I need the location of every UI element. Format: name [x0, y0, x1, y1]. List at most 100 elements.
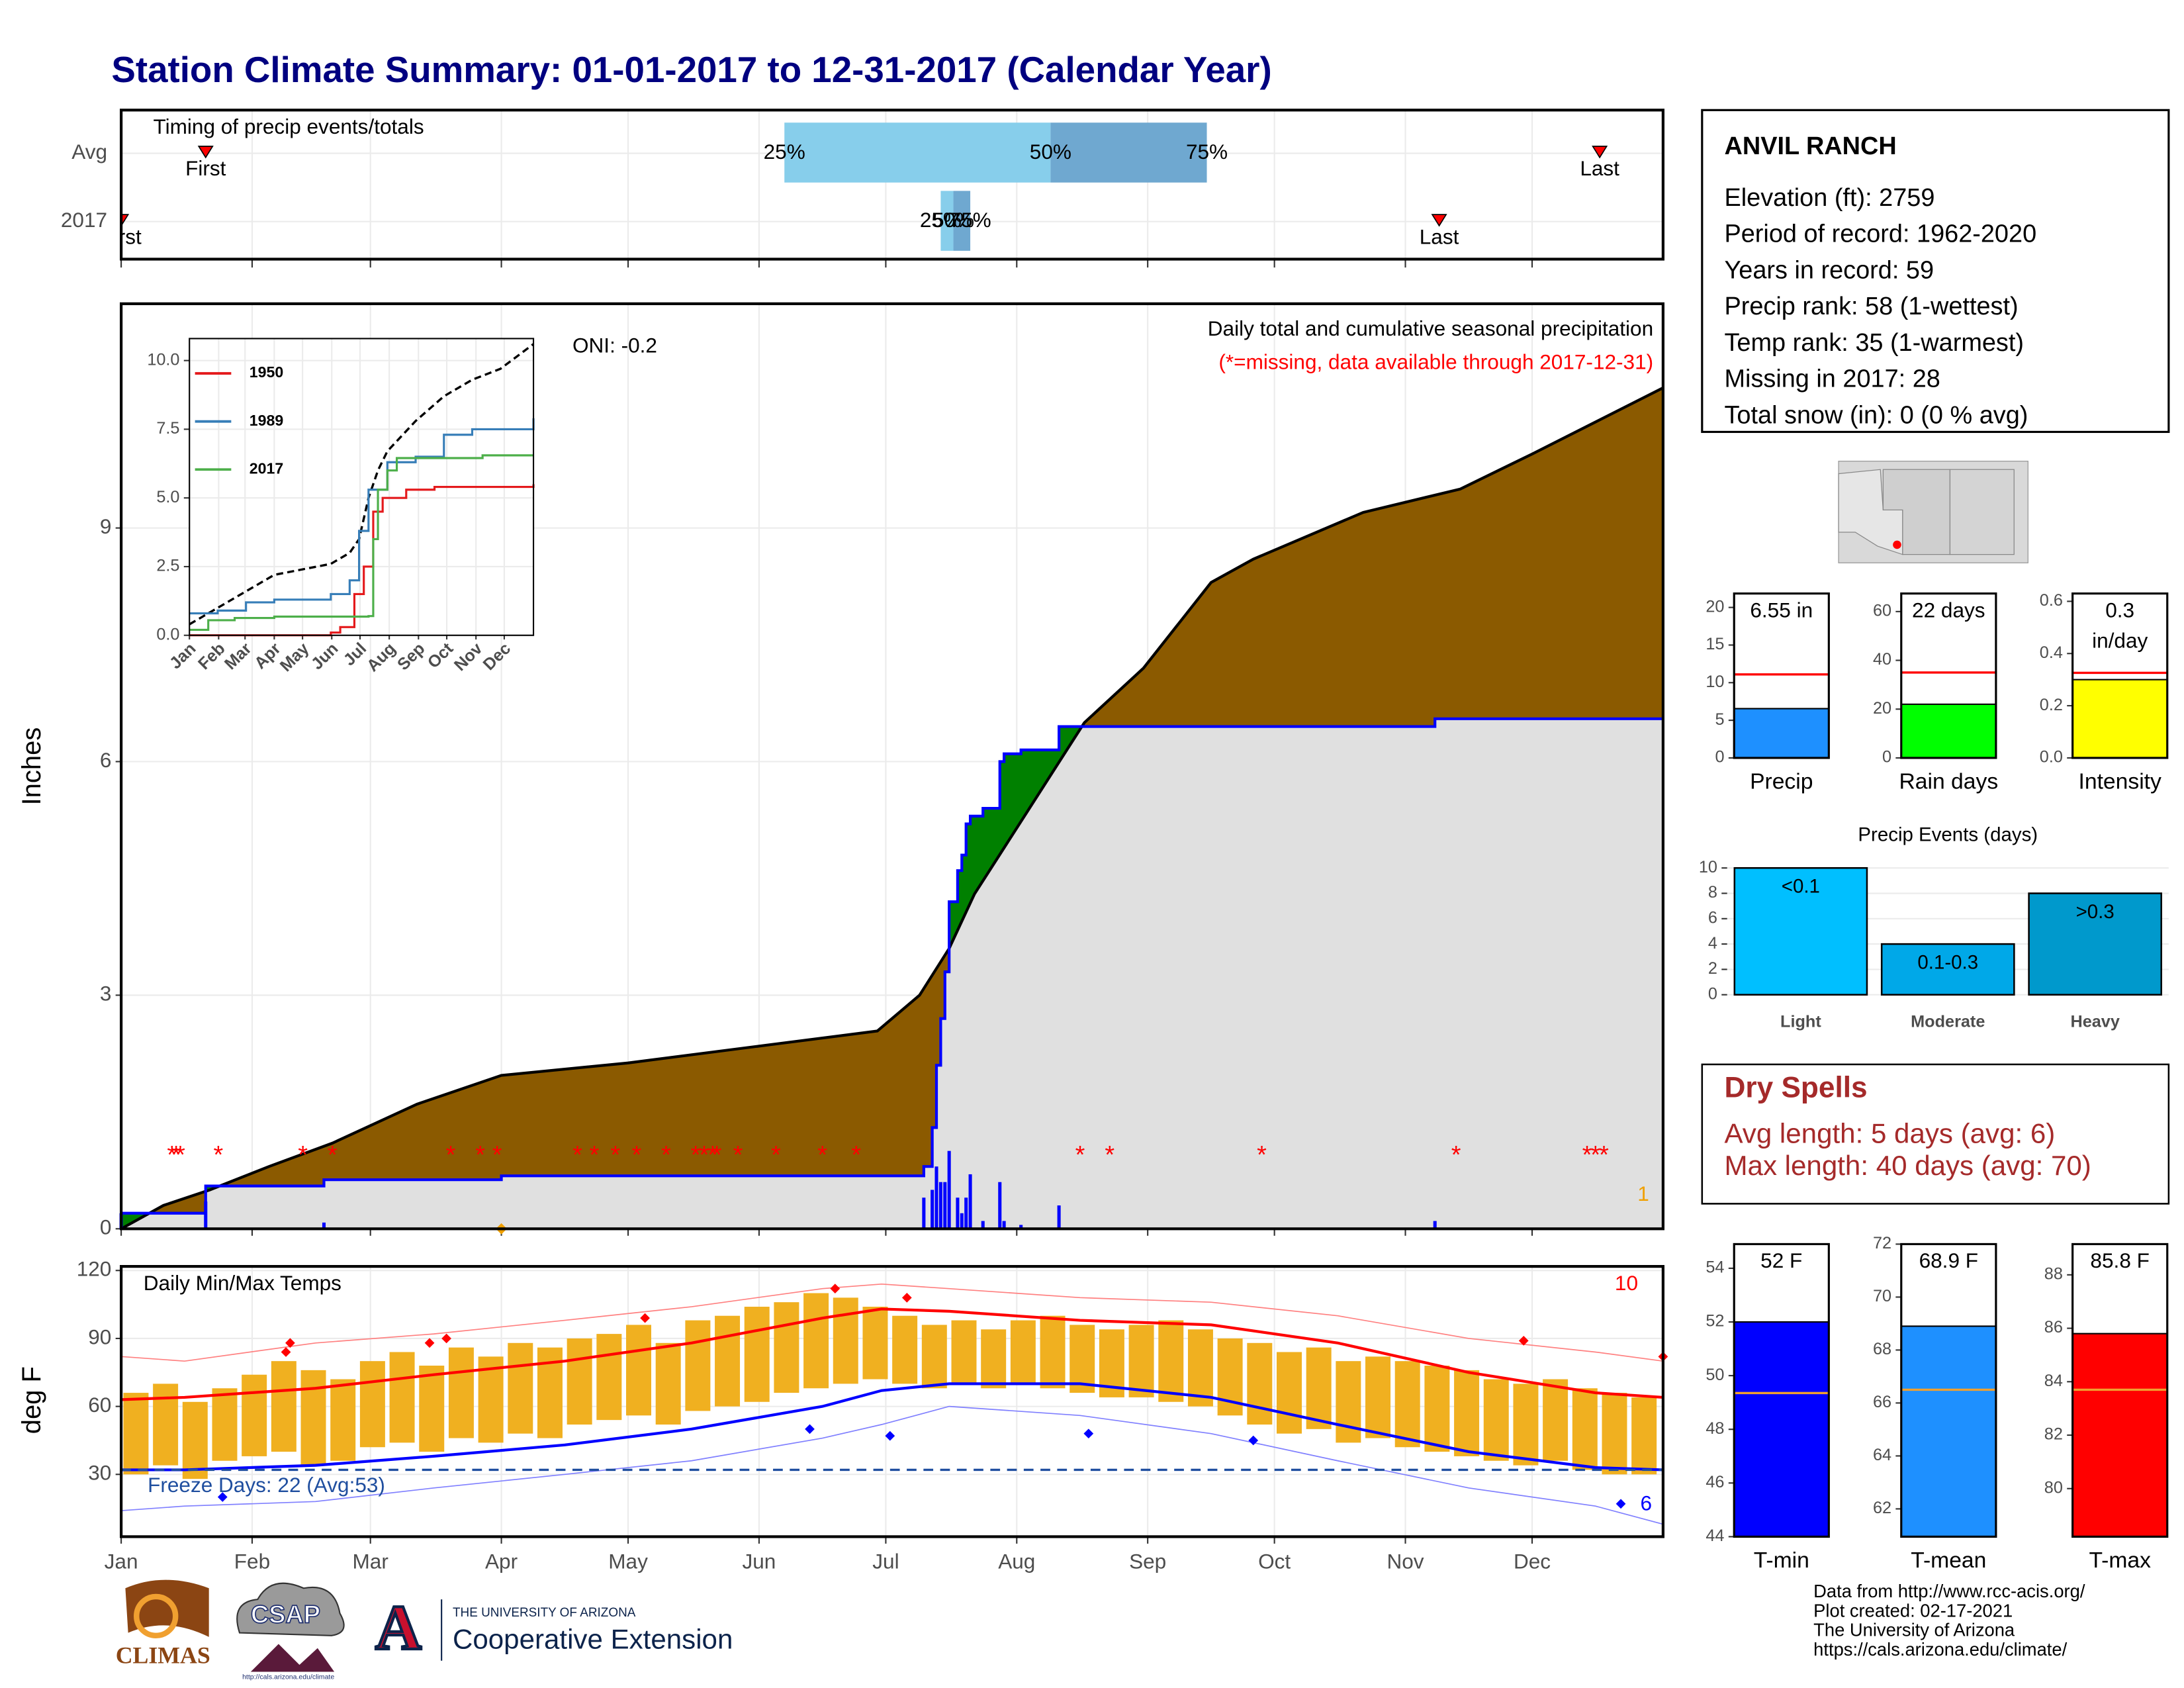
missing-marker: * — [492, 1141, 502, 1169]
y-tick-label: 3 — [100, 982, 112, 1006]
csap-url: http://cals.arizona.edu/climate — [242, 1673, 334, 1681]
quantile-label: 25% — [920, 208, 962, 232]
cumulative-line — [121, 717, 1663, 1215]
daily-bar — [1019, 1225, 1023, 1229]
y-tick-label: 10.0 — [147, 350, 179, 369]
daily-bar — [1002, 1221, 1006, 1229]
daily-bar — [968, 1174, 972, 1229]
missing-marker: * — [175, 1141, 185, 1169]
missing-marker: * — [851, 1141, 861, 1169]
logo-cloud — [236, 1582, 345, 1636]
event-marker — [121, 214, 130, 227]
missing-marker: * — [1599, 1141, 1609, 1169]
bar — [1900, 1325, 1997, 1538]
missing-marker: * — [328, 1141, 338, 1169]
missing-marker: * — [171, 1141, 181, 1169]
missing-marker: * — [1451, 1141, 1461, 1169]
y-tick-label: 20 — [1706, 597, 1724, 616]
y-tick-label: 0.0 — [156, 625, 179, 643]
missing-marker: * — [817, 1141, 827, 1169]
daily-bar — [934, 1166, 938, 1229]
daily-range-bar — [1365, 1356, 1391, 1438]
daily-bar — [998, 1182, 1002, 1229]
record-min-line — [121, 1405, 1664, 1525]
quantile-bar — [953, 191, 971, 251]
value-label-box: 68.9 F — [1919, 1250, 1979, 1274]
category-label: Intensity — [2079, 770, 2162, 794]
missing-marker: * — [707, 1141, 717, 1169]
x-tick-label: Feb — [234, 1550, 270, 1573]
daily-bar — [322, 1222, 326, 1229]
y-tick-label: 0.6 — [2040, 591, 2063, 610]
x-tick-label: Aug — [998, 1550, 1035, 1573]
page-title: Station Climate Summary: 01-01-2017 to 1… — [111, 49, 1271, 90]
value-label: 52 F — [1760, 1249, 1803, 1274]
dry-spells-title: Dry Spells — [1724, 1072, 1867, 1104]
quantile-label: 50% — [933, 208, 974, 232]
daily-range-bar — [1187, 1329, 1213, 1407]
chart-subtitle: (*=missing, data available through 2017-… — [1218, 350, 1653, 374]
y-tick-label: 0 — [100, 1215, 112, 1239]
record-max-line — [121, 1283, 1663, 1362]
daily-bar — [1433, 1221, 1437, 1229]
legend-label: 2017 — [250, 459, 283, 477]
corner-note: 1 — [1637, 1182, 1649, 1205]
record-marker — [1518, 1336, 1529, 1346]
chart-title: Daily total and cumulative seasonal prec… — [1208, 316, 1653, 340]
value-label-box: 85.8 F — [2090, 1250, 2150, 1274]
daily-range-bar — [1602, 1393, 1627, 1475]
y-tick-label: 6 — [100, 748, 112, 772]
daily-bar — [943, 1182, 947, 1229]
missing-marker: * — [475, 1141, 485, 1169]
y-tick-label: 0 — [1882, 748, 1891, 767]
record-marker — [217, 1492, 228, 1502]
bar — [2071, 679, 2168, 759]
ua-letter: A — [375, 1592, 422, 1663]
daily-range-bar — [153, 1383, 179, 1466]
event-marker — [1431, 214, 1447, 227]
y-tick-label: 60 — [88, 1393, 111, 1417]
y-tick-label: 5.0 — [156, 488, 179, 506]
missing-marker: * — [214, 1141, 224, 1169]
x-tick-label: May — [608, 1550, 648, 1573]
daily-range-bar — [508, 1342, 533, 1434]
daily-range-bar — [182, 1401, 208, 1479]
y-tick-label: 4 — [1708, 934, 1717, 953]
daily-range-bar — [626, 1325, 652, 1416]
station-line: Missing in 2017: 28 — [1724, 365, 1940, 393]
daily-range-bar — [774, 1302, 799, 1393]
daily-range-bar — [1513, 1383, 1539, 1466]
oni-annotation: ONI: -0.2 — [572, 333, 657, 357]
quantile-label: 50% — [1030, 140, 1071, 164]
temp-title: Daily Min/Max Temps — [144, 1271, 341, 1295]
missing-marker: * — [661, 1141, 671, 1169]
csap-logo: CSAP http://cals.arizona.edu/climate — [236, 1582, 345, 1681]
dry-spell-line: Max length: 40 days (avg: 70) — [1724, 1150, 2091, 1181]
bin-label: <0.1 — [1782, 875, 1820, 897]
y-tick-label: 48 — [1706, 1419, 1724, 1438]
timing-title: Timing of precip events/totals — [154, 115, 424, 138]
average-line — [120, 386, 1664, 1231]
daily-range-bar — [1069, 1325, 1095, 1393]
y-tick-label: 0 — [1715, 748, 1724, 767]
bar — [1733, 708, 1830, 759]
missing-marker: * — [611, 1141, 621, 1169]
station-line: Elevation (ft): 2759 — [1724, 184, 1934, 212]
daily-range-bar — [1543, 1379, 1569, 1461]
missing-marker: * — [700, 1141, 709, 1169]
event-label: First — [101, 224, 142, 248]
station-name: ANVIL RANCH — [1724, 132, 1896, 160]
quantile-bar — [1050, 122, 1207, 183]
y-tick-label: 0.4 — [2040, 643, 2063, 662]
y-tick-label: 62 — [1873, 1499, 1891, 1517]
logo-shape — [125, 1579, 209, 1637]
daily-bar — [981, 1221, 985, 1229]
climas-logo: CLIMAS — [116, 1579, 210, 1669]
station-line: Temp rank: 35 (1-warmest) — [1724, 329, 2024, 357]
y-tick-label: 0 — [1708, 984, 1717, 1003]
daily-range-bar — [242, 1374, 267, 1456]
daily-range-bar — [123, 1393, 149, 1475]
